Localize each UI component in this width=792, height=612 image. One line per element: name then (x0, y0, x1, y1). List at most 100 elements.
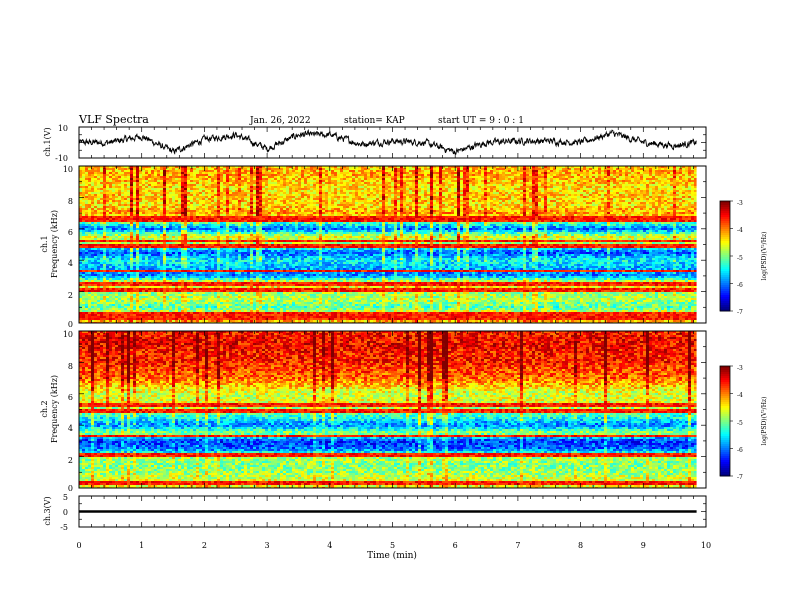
spectrogram-cell (511, 172, 514, 174)
spectrogram-cell (628, 176, 631, 178)
spectrogram-cell (370, 174, 373, 176)
spectrogram-cell (154, 174, 157, 176)
spectrogram-cell (559, 168, 562, 170)
spectrogram-cell (148, 174, 151, 176)
spectrogram-cell (571, 170, 574, 172)
spectrogram-cell (295, 174, 298, 176)
spectrogram-cell (208, 172, 211, 174)
spectrogram-cell (244, 170, 247, 172)
spectrogram-cell (136, 176, 139, 178)
spectrogram-cell (664, 174, 667, 176)
spectrogram-cell (586, 176, 589, 178)
spectrogram-cell (337, 178, 340, 180)
spectrogram-cell (295, 172, 298, 174)
spectrogram-cell (661, 174, 664, 176)
spectrogram-cell (436, 168, 439, 170)
spectrogram-cell (640, 176, 643, 178)
spectrogram-cell (571, 172, 574, 174)
spectrogram-cell (379, 176, 382, 178)
spectrogram-cell (130, 168, 133, 170)
spectrogram-cell (400, 168, 403, 170)
spectrogram-cell (121, 168, 124, 170)
spectrogram-cell (397, 170, 400, 172)
spectrogram-cell (151, 176, 154, 178)
spectrogram-cell (517, 176, 520, 178)
spectrogram-cell (553, 174, 556, 176)
spectrogram-cell (274, 168, 277, 170)
spectrogram-cell (247, 168, 250, 170)
spectrogram-cell (334, 168, 337, 170)
spectrogram-cell (367, 176, 370, 178)
spectrogram-cell (91, 170, 94, 172)
spectrogram-cell (433, 168, 436, 170)
spectrogram-cell (370, 172, 373, 174)
spectrogram-cell (523, 168, 526, 170)
spectrogram-cell (679, 176, 682, 178)
spectrogram-cell (610, 172, 613, 174)
spectrogram-cell (649, 168, 652, 170)
spectrogram-cell (538, 168, 541, 170)
spectrogram-cell (310, 178, 313, 180)
spectrogram-cell (127, 174, 130, 176)
spectrogram-cell (484, 178, 487, 180)
spectrogram-cell (220, 168, 223, 170)
spectrogram-cell (652, 174, 655, 176)
spectrogram-cell (505, 178, 508, 180)
spectrogram-cell (631, 172, 634, 174)
spectrogram-cell (262, 174, 265, 176)
spectrogram-cell (619, 176, 622, 178)
spectrogram-cell (652, 172, 655, 174)
spectrogram-cell (280, 172, 283, 174)
spectrogram-cell (505, 170, 508, 172)
spectrogram-cell (337, 170, 340, 172)
spectrogram-cell (487, 174, 490, 176)
spectrogram-cell (100, 170, 103, 172)
spectrogram-cell (535, 170, 538, 172)
spectrogram-cell (106, 168, 109, 170)
spectrogram-cell (478, 170, 481, 172)
spectrogram-cell (94, 174, 97, 176)
spectrogram-cell (235, 168, 238, 170)
spectrogram-cell (445, 170, 448, 172)
spectrogram-cell (142, 168, 145, 170)
spectrogram-cell (292, 172, 295, 174)
spectrogram-cell (85, 168, 88, 170)
spectrogram-cell (250, 174, 253, 176)
spectrogram-cell (685, 170, 688, 172)
spectrogram-cell (115, 170, 118, 172)
spectrogram-cell (367, 172, 370, 174)
spectrogram-cell (304, 170, 307, 172)
spectrogram-cell (85, 178, 88, 180)
spectrogram-cell (595, 168, 598, 170)
spectrogram-cell (265, 172, 268, 174)
spectrogram-cell (457, 178, 460, 180)
spectrogram-cell (619, 168, 622, 170)
spectrogram-cell (607, 172, 610, 174)
spectrogram-cell (358, 176, 361, 178)
spectrogram-cell (226, 178, 229, 180)
spectrogram-cell (97, 174, 100, 176)
spectrogram-cell (157, 174, 160, 176)
spectrogram-cell (283, 168, 286, 170)
spectrogram-cell (574, 170, 577, 172)
spectrogram-cell (127, 176, 130, 178)
spectrogram-cell (166, 174, 169, 176)
spectrogram-cell (445, 174, 448, 176)
spectrogram-cell (685, 168, 688, 170)
spectrogram-cell (694, 176, 697, 178)
spectrogram-cell (196, 172, 199, 174)
spectrogram-cell (454, 178, 457, 180)
spectrogram-cell (577, 174, 580, 176)
spectrogram-cell (190, 174, 193, 176)
spectrogram-cell (277, 176, 280, 178)
spectrogram-cell (352, 174, 355, 176)
spectrogram-cell (382, 174, 385, 176)
spectrogram-cell (217, 170, 220, 172)
spectrogram-cell (406, 172, 409, 174)
spectrogram-cell (385, 170, 388, 172)
spectrogram-cell (289, 170, 292, 172)
spectrogram-cell (544, 176, 547, 178)
spectrogram-cell (526, 168, 529, 170)
spectrogram-cell (85, 172, 88, 174)
spectrogram-cell (664, 172, 667, 174)
